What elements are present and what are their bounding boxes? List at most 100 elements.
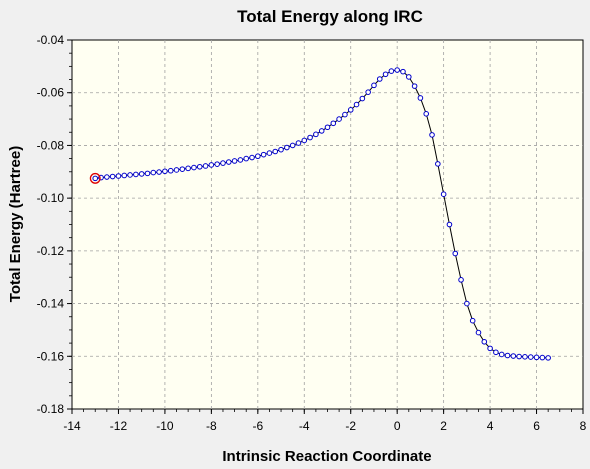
data-points (89, 67, 551, 361)
y-tick-label: -0.10 (37, 191, 65, 205)
data-point (539, 354, 546, 361)
data-point (487, 345, 493, 352)
y-tick-label: -0.14 (37, 297, 65, 311)
data-point (179, 166, 186, 172)
data-point (545, 355, 551, 361)
data-point (196, 163, 203, 170)
x-tick-label: 6 (533, 419, 540, 433)
data-point (127, 172, 133, 178)
data-point (284, 144, 290, 151)
data-point (498, 351, 505, 358)
x-tick-label: 2 (440, 419, 447, 433)
x-tick-label: 8 (580, 419, 587, 433)
data-point (400, 68, 406, 75)
x-tick-labels: -14 -12 -10 -8 -6 -4 -2 0 2 4 6 8 (63, 419, 586, 433)
data-point (435, 161, 441, 167)
data-point (109, 173, 116, 180)
highlighted-point-marker (89, 172, 101, 184)
data-point (260, 151, 267, 158)
data-point (104, 174, 110, 180)
data-point (144, 170, 151, 177)
data-point (481, 338, 488, 345)
x-tick-label: -8 (206, 419, 217, 433)
data-point (249, 154, 255, 161)
axis-ticks (67, 39, 584, 414)
data-point (133, 171, 139, 178)
data-point (185, 165, 191, 172)
data-point (417, 95, 424, 101)
data-point (347, 107, 354, 113)
data-point (191, 164, 197, 171)
data-point (423, 111, 430, 117)
data-point (458, 277, 464, 283)
x-tick-label: 4 (487, 419, 494, 433)
y-tick-label: -0.08 (37, 138, 65, 152)
data-point (324, 124, 331, 131)
y-tick-label: -0.18 (37, 402, 65, 416)
x-tick-label: -10 (156, 419, 174, 433)
data-point (464, 300, 470, 307)
data-point (533, 354, 540, 361)
data-point (336, 116, 342, 122)
x-tick-label: -6 (252, 419, 263, 433)
data-point (295, 140, 302, 146)
data-point (429, 132, 435, 138)
data-point (92, 175, 99, 182)
data-point (411, 83, 418, 89)
plot-area (71, 39, 584, 410)
data-point (266, 150, 273, 156)
data-point (446, 221, 453, 228)
y-tick-label: -0.16 (37, 349, 65, 363)
data-point (388, 68, 395, 74)
y-tick-label: -0.06 (37, 86, 65, 100)
data-point (365, 89, 371, 95)
data-point (138, 171, 145, 177)
data-point (162, 168, 168, 175)
x-tick-label: -2 (345, 419, 356, 433)
data-point (516, 353, 522, 360)
data-point (475, 329, 482, 336)
data-point (382, 71, 389, 78)
data-point (440, 191, 447, 197)
data-point (225, 159, 232, 165)
data-point (527, 354, 534, 360)
data-point (371, 82, 377, 89)
x-tick-label: -12 (110, 419, 128, 433)
data-point (231, 158, 238, 164)
data-point (342, 111, 348, 118)
data-point (272, 148, 279, 155)
y-tick-labels: -0.04 -0.06 -0.08 -0.10 -0.12 -0.14 -0.16 -0.18 (37, 33, 65, 416)
data-point (115, 173, 122, 179)
data-point (220, 160, 226, 166)
data-point (301, 137, 308, 144)
data-point (318, 128, 325, 134)
data-point (202, 163, 209, 169)
data-point (405, 74, 412, 80)
data-point (278, 146, 284, 153)
data-point (376, 76, 383, 82)
data-point (504, 352, 511, 359)
data-point (255, 153, 261, 160)
data-point (353, 101, 360, 108)
data-point (307, 134, 313, 141)
data-point (243, 155, 250, 162)
data-point (469, 317, 476, 324)
x-tick-label: 0 (394, 419, 401, 433)
y-axis-label: Total Energy (Hartree) (7, 146, 24, 302)
chart-title: Total Energy along IRC (237, 7, 423, 26)
data-point (493, 349, 499, 356)
y-tick-label: -0.12 (37, 244, 65, 258)
data-point (208, 162, 215, 168)
data-point (522, 354, 528, 360)
data-point (156, 169, 162, 175)
data-point (313, 131, 319, 138)
data-point (289, 142, 296, 149)
data-point (237, 157, 244, 163)
data-point (394, 67, 400, 73)
data-point (452, 250, 459, 257)
x-tick-label: -14 (63, 419, 81, 433)
data-point (121, 172, 128, 179)
data-point (510, 353, 517, 359)
